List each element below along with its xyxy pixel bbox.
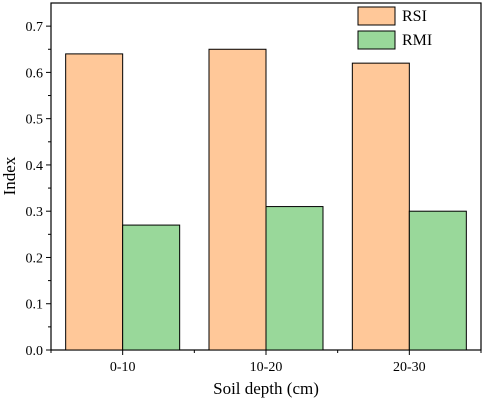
legend-swatch-rmi	[357, 30, 396, 50]
bar-rsi-20-30	[351, 62, 410, 351]
x-axis-ticks: 0-10 10-20 20-30	[50, 350, 482, 375]
bars-group	[65, 48, 467, 351]
y-tick-label: 0.5	[26, 113, 44, 128]
y-axis-title: Index	[0, 156, 19, 195]
legend-label-rsi: RSI	[402, 8, 427, 25]
bar-rmi-20-30	[408, 210, 467, 351]
x-tick-label: 20-30	[393, 360, 426, 375]
y-tick-label: 0.7	[26, 20, 44, 35]
bar-rmi-10-20	[265, 206, 324, 351]
x-axis-title: Soil depth (cm)	[213, 379, 319, 398]
plot-area: 0.0 0.1 0.2 0.3 0.4 0.5 0.6 0.7 0-10 10-20 20-30	[26, 2, 482, 375]
y-tick-label: 0.0	[26, 344, 44, 359]
y-tick-label: 0.3	[26, 205, 44, 220]
bar-rsi-10-20	[208, 48, 267, 351]
x-tick-label: 0-10	[110, 360, 136, 375]
bar-rmi-0-10	[122, 224, 181, 351]
legend: RSI RMI	[357, 6, 432, 50]
y-tick-label: 0.1	[26, 298, 44, 313]
y-tick-label: 0.6	[26, 66, 44, 81]
x-tick-label: 10-20	[250, 360, 283, 375]
legend-swatch-rsi	[357, 6, 396, 26]
y-tick-label: 0.2	[26, 251, 44, 266]
y-axis-ticks: 0.0 0.1 0.2 0.3 0.4 0.5 0.6 0.7	[26, 20, 51, 359]
bar-rsi-0-10	[65, 53, 124, 351]
legend-label-rmi: RMI	[402, 32, 432, 49]
y-tick-label: 0.4	[26, 159, 44, 174]
